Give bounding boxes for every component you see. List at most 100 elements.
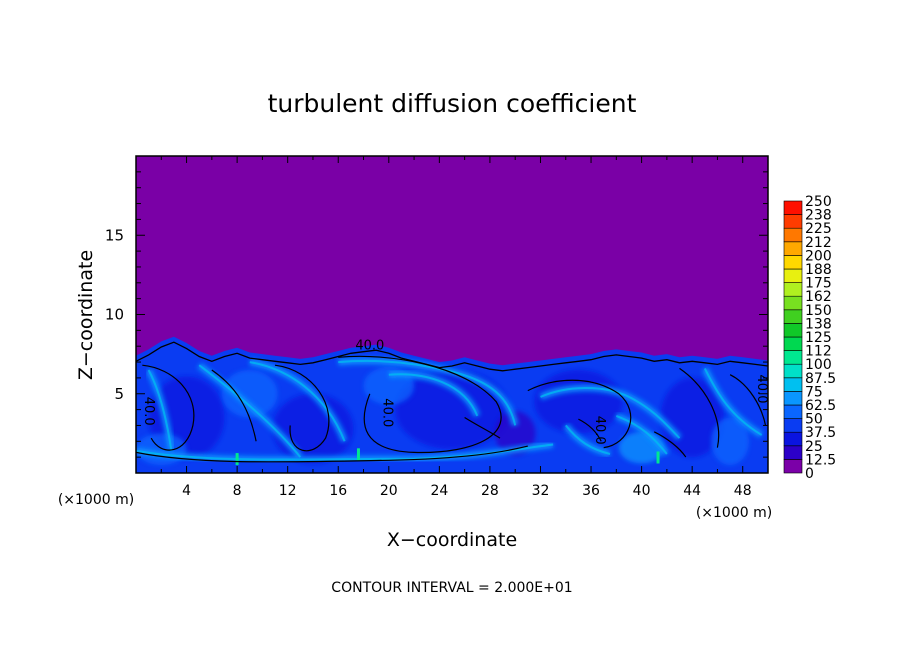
contour-line [679, 367, 720, 448]
x-tick-label: 24 [430, 483, 448, 499]
field-streak-core [136, 443, 554, 461]
chart-title: turbulent diffusion coefficient [268, 89, 637, 118]
colorbar-label: 112 [805, 344, 832, 360]
colorbar-swatch [783, 323, 803, 338]
contour-line [527, 379, 632, 449]
contour-line [136, 341, 768, 372]
x-tick-label: 12 [279, 483, 297, 499]
x-tick-label: 32 [532, 483, 550, 499]
colorbar-swatch [783, 282, 803, 297]
contour-line [142, 364, 195, 451]
contour-label: 40.0 [380, 398, 395, 427]
x-axis-label: X−coordinate [387, 529, 517, 551]
field-streak-core [565, 424, 611, 455]
x-tick-label: 28 [481, 483, 499, 499]
colorbar: 012.52537.55062.57587.510011212513815016… [783, 194, 836, 482]
colorbar-swatch [783, 295, 803, 311]
colorbar-label: 87.5 [805, 371, 836, 387]
colorbar-label: 150 [805, 303, 832, 319]
contour-label: 40.0 [355, 338, 384, 353]
contour-line [653, 431, 687, 458]
colorbar-swatch [783, 255, 803, 270]
colorbar-label: 225 [805, 221, 832, 237]
colorbar-label: 200 [805, 248, 832, 264]
contour-line [274, 364, 330, 452]
contour-line [211, 369, 257, 442]
contour-line [136, 445, 528, 463]
colorbar-label: 175 [805, 276, 832, 292]
colorbar-swatch [783, 377, 803, 392]
colorbar-swatch [783, 268, 803, 283]
x-tick-label: 16 [329, 483, 347, 499]
x-unit-right: (×1000 m) [696, 505, 772, 521]
field-streak-core [198, 364, 302, 458]
colorbar-label: 125 [805, 330, 832, 346]
colorbar-swatch [783, 459, 803, 474]
colorbar-swatch [783, 227, 803, 243]
field-streak-core [249, 361, 346, 442]
field-streak-core [615, 414, 668, 455]
colorbar-label: 12.5 [805, 452, 836, 468]
colorbar-swatch [783, 336, 803, 351]
x-unit-left: (×1000 m) [58, 492, 134, 508]
colorbar-label: 238 [805, 208, 832, 224]
x-tick-label: 40 [633, 483, 651, 499]
x-tick-label: 48 [734, 483, 752, 499]
field-streak-core [388, 373, 479, 417]
field-patch [221, 369, 278, 418]
colorbar-label: 0 [805, 466, 814, 482]
field-streak-core [540, 386, 681, 439]
field-patch [534, 369, 623, 434]
colorbar-label: 162 [805, 289, 832, 305]
colorbar-swatch [783, 391, 803, 406]
contour-label: 40.0 [754, 375, 769, 404]
colorbar-swatch [783, 200, 803, 215]
contour-label: 40.0 [141, 397, 156, 426]
colorbar-label: 75 [805, 384, 823, 400]
field-spot [656, 451, 660, 464]
x-tick-label: 4 [182, 483, 191, 499]
colorbar-swatch [783, 214, 803, 229]
contour-line [729, 374, 767, 426]
colorbar-label: 62.5 [805, 398, 836, 414]
contour-label: 40.0 [592, 416, 607, 445]
colorbar-swatch [783, 418, 803, 433]
colorbar-label: 138 [805, 316, 832, 332]
colorbar-label: 188 [805, 262, 832, 278]
colorbar-label: 100 [805, 357, 832, 373]
y-tick-label: 5 [114, 385, 124, 403]
field-patch [494, 411, 536, 456]
colorbar-label: 25 [805, 439, 823, 455]
colorbar-swatch [783, 241, 803, 256]
colorbar-label: 37.5 [805, 425, 836, 441]
field-streak-core [703, 367, 763, 436]
y-tick-label: 10 [105, 306, 124, 324]
colorbar-label: 212 [805, 235, 832, 251]
field-spot [356, 448, 360, 461]
x-tick-label: 36 [582, 483, 600, 499]
contour-interval: CONTOUR INTERVAL = 2.000E+01 [331, 580, 572, 596]
colorbar-swatch [783, 350, 803, 365]
field-layer: 40.0 40.0 40.0 40.0 40.0 [136, 336, 769, 473]
colorbar-swatch [783, 445, 803, 460]
field-streak-core [147, 369, 173, 451]
contour-line [338, 355, 502, 454]
field-streak-core [338, 359, 517, 426]
field-patch [711, 417, 750, 466]
x-tick-label: 44 [683, 483, 701, 499]
field-patch [395, 369, 509, 450]
y-axis-label: Z−coordinate [75, 250, 97, 380]
colorbar-swatch [783, 404, 803, 419]
y-tick-label: 15 [105, 226, 124, 244]
colorbar-label: 50 [805, 412, 823, 428]
x-tick-label: 20 [380, 483, 398, 499]
field-spot [235, 453, 239, 466]
colorbar-swatch [783, 309, 803, 324]
colorbar-swatch [783, 431, 803, 447]
colorbar-swatch [783, 363, 803, 379]
x-tick-label: 8 [233, 483, 242, 499]
contour-line [578, 418, 602, 442]
contour-line [464, 416, 501, 439]
